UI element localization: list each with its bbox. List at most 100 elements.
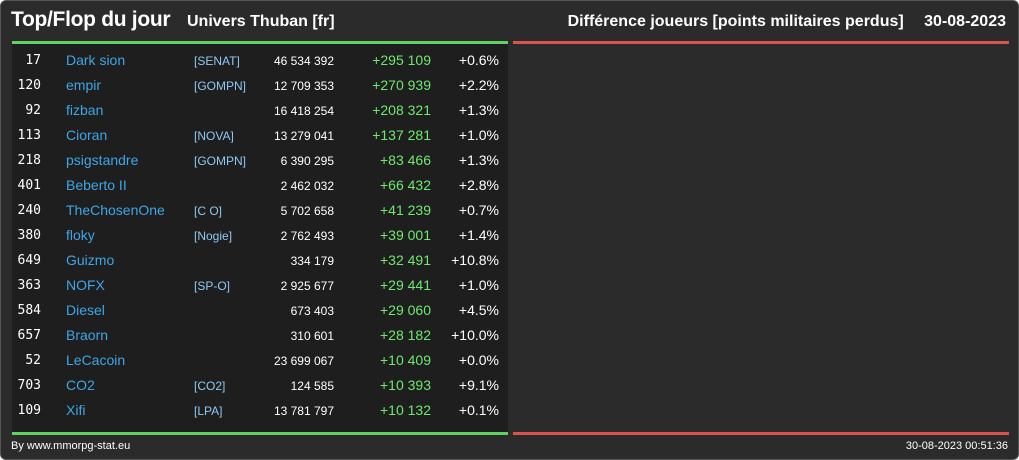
player-rank: 109 [17,403,41,418]
player-name-link[interactable]: fizban [66,102,104,118]
percent-change: +1.4% [458,227,499,243]
universe-label: Univers Thuban [fr] [187,13,335,30]
player-rank: 120 [17,78,41,93]
table-row: 92 fizban 16 418 254 +208 321 +1.3% [12,98,508,123]
player-name-link[interactable]: LeCacoin [66,352,126,368]
top-bottom-bar [12,432,508,435]
alliance-tag[interactable]: [C O] [194,204,223,218]
player-rank: 240 [17,203,41,218]
flop-accent-bar [513,41,1009,44]
percent-change: +0.7% [458,202,499,218]
player-points: 2 462 032 [280,179,334,193]
table-row: 401 Beberto II 2 462 032 +66 432 +2.8% [12,173,508,198]
percent-change: +1.3% [458,102,499,118]
player-name-link[interactable]: Guizmo [66,252,115,268]
player-points: 13 781 797 [273,404,334,418]
alliance-tag[interactable]: [GOMPN] [194,79,247,93]
table-row: 52 LeCacoin 23 699 067 +10 409 +0.0% [12,348,508,373]
alliance-tag[interactable]: [CO2] [194,379,226,393]
alliance-tag[interactable]: [Nogie] [194,229,233,243]
player-name-link[interactable]: Diesel [66,302,105,318]
percent-change: +0.0% [458,352,499,368]
player-points: 2 925 677 [280,279,334,293]
table-row: 240 TheChosenOne [C O] 5 702 658 +41 239 +0.7… [12,198,508,223]
points-difference: +208 321 [372,102,431,118]
percent-change: +9.1% [458,377,499,393]
alliance-tag[interactable]: [SENAT] [194,54,240,68]
player-rank: 657 [17,328,41,343]
flop-bottom-bar [513,432,1009,435]
player-rank: 703 [17,378,41,393]
percent-change: +10.8% [451,252,499,268]
points-difference: +29 441 [380,277,431,293]
table-row: 380 floky [Nogie] 2 762 493 +39 001 +1.4% [12,223,508,248]
player-points: 23 699 067 [273,354,334,368]
table-row: 363 NOFX [SP-O] 2 925 677 +29 441 +1.0% [12,273,508,298]
table-row: 584 Diesel 673 403 +29 060 +4.5% [12,298,508,323]
player-rank: 380 [17,228,41,243]
points-difference: +295 109 [372,52,431,68]
alliance-tag[interactable]: [GOMPN] [194,154,247,168]
points-difference: +10 132 [380,402,431,418]
percent-change: +1.0% [458,127,499,143]
flop-players-panel [513,44,1009,432]
points-difference: +270 939 [372,77,431,93]
player-points: 6 390 295 [280,154,334,168]
page-title: Top/Flop du jour [11,8,171,31]
percent-change: +4.5% [458,302,499,318]
player-points: 12 709 353 [273,79,334,93]
points-difference: +39 001 [380,227,431,243]
site-credit: By www.mmorpg-stat.eu [11,440,131,452]
player-rank: 649 [17,253,41,268]
table-row: 649 Guizmo 334 179 +32 491 +10.8% [12,248,508,273]
top-accent-bar [12,41,508,44]
header-date: 30-08-2023 [924,13,1006,30]
header-right: Différence joueurs [points militaires pe… [568,13,1006,31]
alliance-tag[interactable]: [NOVA] [194,129,234,143]
points-difference: +10 393 [380,377,431,393]
player-name-link[interactable]: floky [66,227,95,243]
player-points: 46 534 392 [273,54,334,68]
player-name-link[interactable]: Beberto II [66,177,127,193]
player-name-link[interactable]: TheChosenOne [66,202,165,218]
alliance-tag[interactable]: [SP-O] [194,279,231,293]
player-rank: 401 [17,178,41,193]
percent-change: +2.8% [458,177,499,193]
percent-change: +2.2% [458,77,499,93]
ranking-label: Différence joueurs [points militaires pe… [567,13,904,30]
player-name-link[interactable]: Dark sion [66,52,126,68]
points-difference: +28 182 [380,327,431,343]
percent-change: +1.3% [458,152,499,168]
player-rank: 584 [17,303,41,318]
player-name-link[interactable]: Xifi [66,402,86,418]
points-difference: +41 239 [380,202,431,218]
player-name-link[interactable]: Braorn [66,327,109,343]
points-difference: +32 491 [380,252,431,268]
points-difference: +10 409 [380,352,431,368]
table-row: 113 Cioran [NOVA] 13 279 041 +137 281 +1.0% [12,123,508,148]
table-row: 109 Xifi [LPA] 13 781 797 +10 132 +0.1% [12,398,508,423]
table-row: 120 empir [GOMPN] 12 709 353 +270 939 +2.2% [12,73,508,98]
player-name-link[interactable]: empir [66,77,102,93]
points-difference: +29 060 [380,302,431,318]
player-points: 5 702 658 [280,204,334,218]
player-rank: 363 [17,278,41,293]
table-row: 657 Braorn 310 601 +28 182 +10.0% [12,323,508,348]
player-name-link[interactable]: psigstandre [66,152,139,168]
top-players-table: 17 Dark sion [SENAT] 46 534 392 +295 109 +0.6… [12,44,508,432]
player-points: 2 762 493 [280,229,334,243]
player-name-link[interactable]: NOFX [66,277,105,293]
generated-timestamp: 30-08-2023 00:51:36 [905,440,1008,452]
player-points: 124 585 [290,379,334,393]
table-row: 218 psigstandre [GOMPN] 6 390 295 +83 466 +1.… [12,148,508,173]
player-rank: 92 [25,103,41,118]
table-row: 703 CO2 [CO2] 124 585 +10 393 +9.1% [12,373,508,398]
points-difference: +83 466 [380,152,431,168]
player-name-link[interactable]: CO2 [66,377,95,393]
player-name-link[interactable]: Cioran [66,127,108,143]
percent-change: +10.0% [451,327,499,343]
player-points: 16 418 254 [273,104,334,118]
alliance-tag[interactable]: [LPA] [194,404,223,418]
player-points: 673 403 [290,304,334,318]
